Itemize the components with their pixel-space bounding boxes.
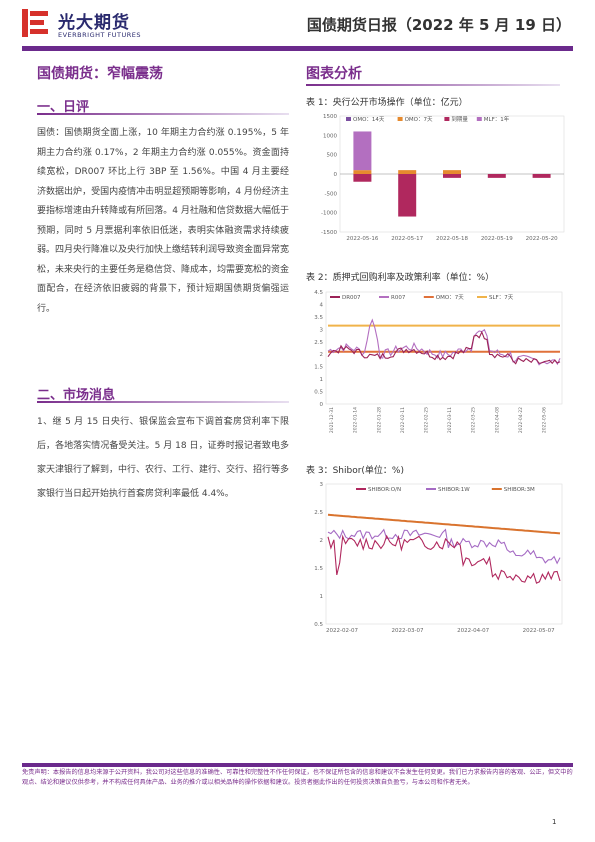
bar-segment	[353, 170, 372, 174]
x-tick-label: 2022-05-18	[436, 236, 468, 242]
y-tick-label: 4	[320, 302, 324, 308]
y-tick-label: 2	[320, 538, 324, 544]
market-news-text: 1、继 5 月 15 日央行、银保监会宣布下调首套房贷利率下限后，各地落实情况备…	[37, 417, 290, 499]
legend-swatch	[397, 117, 403, 121]
series-line-dr007	[327, 330, 561, 365]
y-tick-label: -1500	[321, 230, 337, 236]
chart2-caption: 表 2：质押式回购利率及政策利率（单位：%）	[306, 273, 495, 283]
y-tick-label: 0	[334, 172, 338, 178]
y-tick-label: 0	[320, 402, 324, 408]
bar-segment	[443, 170, 461, 174]
x-tick-label: 2022-03-25	[471, 407, 477, 433]
section-divider	[37, 401, 289, 403]
legend-label: R007	[391, 295, 406, 301]
series-line-shibor-on	[327, 534, 561, 584]
chart1-caption: 表 1：央行公开市场操作（单位：亿元）	[306, 98, 468, 108]
y-tick-label: -1000	[321, 211, 337, 217]
y-tick-label: 3.5	[314, 315, 323, 321]
x-tick-label: 2022-05-20	[526, 236, 558, 242]
y-tick-label: 1.5	[314, 365, 323, 371]
x-tick-label: 2022-03-07	[392, 628, 424, 634]
x-tick-label: 2022-05-19	[481, 236, 513, 242]
x-tick-label: 2022-01-28	[376, 407, 382, 433]
x-tick-label: 2022-05-07	[523, 628, 555, 634]
y-tick-label: 2.5	[314, 340, 323, 346]
bar-segment	[353, 131, 372, 171]
section-heading-market-news: 二、市场消息	[37, 388, 116, 403]
page-header: 光大期货 EVERBRIGHT FUTURES 国债期货日报（2022 年 5 …	[0, 0, 595, 56]
header-divider	[22, 46, 573, 51]
legend-label: SHIBOR:1W	[438, 487, 470, 493]
x-tick-label: 2022-01-14	[353, 407, 359, 433]
bar-segment	[353, 174, 372, 182]
brand-name-cn: 光大期货	[58, 13, 130, 33]
y-tick-label: 3	[320, 327, 324, 333]
legend-swatch	[346, 117, 351, 121]
legend-label: MLF：1年	[484, 115, 510, 123]
series-line-shibor-1w	[327, 528, 561, 565]
y-tick-label: 500	[327, 153, 338, 159]
x-tick-label: 2022-05-16	[346, 236, 378, 242]
x-tick-label: 2021-12-31	[329, 407, 335, 433]
page-title: 国债期货：窄幅震荡	[37, 66, 163, 82]
y-tick-label: 0.5	[314, 390, 323, 396]
x-tick-label: 2022-04-07	[457, 628, 489, 634]
page-number: 1	[552, 818, 557, 826]
legend-label: 到期量	[451, 116, 468, 123]
y-tick-label: 1	[320, 594, 324, 600]
y-tick-label: 1500	[323, 114, 337, 120]
daily-review-text: 国债：国债期货全面上涨，10 年期主力合约涨 0.195%，5 年期主力合约涨 …	[37, 128, 290, 314]
y-tick-label: 2.5	[314, 510, 323, 516]
x-tick-label: 2022-05-06	[541, 407, 547, 433]
bar-segment	[443, 174, 461, 178]
charts-divider	[306, 84, 560, 86]
everbright-logo-icon	[22, 9, 48, 37]
y-tick-label: 1	[320, 377, 324, 383]
x-tick-label: 2022-02-11	[400, 407, 406, 433]
omo-operations-chart: 1500 1000 500 0 -500 -1000 -1500 OMO：14天 OMO：7天 到…	[321, 114, 565, 242]
legend-swatch	[444, 117, 450, 121]
y-tick-label: 1000	[323, 133, 337, 139]
section-divider	[37, 113, 289, 115]
chart3-caption: 表 3：Shibor(单位：%)	[306, 466, 404, 476]
y-tick-label: -500	[325, 191, 338, 197]
plot-frame	[325, 483, 563, 625]
legend-label: OMO：7天	[405, 116, 433, 123]
legend-label: OMO：7天	[436, 294, 464, 301]
bar-segment	[487, 174, 506, 178]
x-tick-label: 2022-05-17	[391, 236, 423, 242]
x-tick-label: 2022-02-07	[326, 628, 358, 634]
charts-heading: 图表分析	[306, 66, 362, 82]
x-tick-label: 2022-02-25	[423, 407, 429, 433]
report-title: 国债期货日报（2022 年 5 月 19 日）	[306, 16, 571, 34]
x-tick-label: 2022-04-08	[494, 407, 500, 433]
y-tick-label: 3	[320, 482, 324, 488]
x-tick-label: 2022-04-22	[518, 407, 524, 433]
legend-label: SHIBOR:3M	[504, 487, 535, 493]
y-tick-label: 0.5	[314, 622, 323, 628]
series-line-shibor-3m	[327, 513, 561, 535]
legend-swatch	[476, 117, 482, 121]
footer-divider	[22, 763, 573, 767]
x-tick-label: 2022-03-11	[447, 407, 453, 433]
bar-segment	[532, 174, 551, 178]
y-tick-label: 4.5	[314, 290, 323, 296]
y-tick-label: 1.5	[314, 566, 323, 572]
y-tick-label: 2	[320, 352, 324, 358]
series-line-r007	[327, 318, 561, 366]
legend-label: SHIBOR:O/N	[368, 487, 401, 493]
legend-label: SLF：7天	[489, 294, 514, 301]
plot-frame	[325, 291, 563, 405]
legend-label: DR007	[342, 295, 361, 301]
section-heading-daily-review: 一、日评	[37, 100, 90, 115]
bar-segment	[398, 174, 417, 217]
legend-label: OMO：14天	[353, 116, 385, 123]
bar-segment	[398, 170, 417, 174]
repo-rates-chart: 4.5 4 3.5 3 2.5 2 1.5 1 0.5 0 2021-12-31 2022-01-14…	[314, 290, 563, 433]
brand-name-en: EVERBRIGHT FUTURES	[58, 31, 142, 39]
disclaimer-text: 免责声明：本报告的信息均来源于公开资料，我公司对这些信息的准确性、可靠性和完整性…	[22, 769, 573, 786]
